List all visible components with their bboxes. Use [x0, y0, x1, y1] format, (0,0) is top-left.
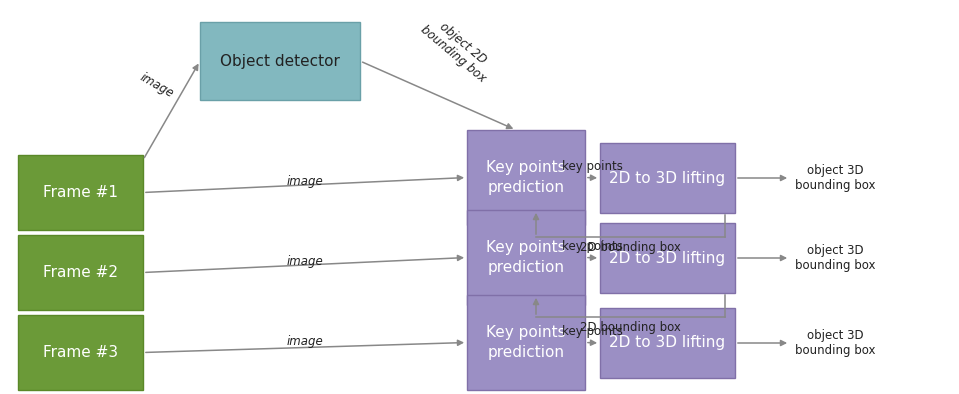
- Text: object 2D
bounding box: object 2D bounding box: [418, 12, 498, 85]
- Text: Frame #3: Frame #3: [43, 345, 118, 360]
- Text: Object detector: Object detector: [220, 54, 339, 69]
- Text: Key points
prediction: Key points prediction: [486, 240, 566, 275]
- Text: 2D to 3D lifting: 2D to 3D lifting: [609, 171, 726, 186]
- Text: image: image: [287, 175, 323, 188]
- FancyBboxPatch shape: [600, 308, 735, 378]
- Text: object 3D
bounding box: object 3D bounding box: [795, 164, 876, 192]
- Text: key points: key points: [562, 240, 623, 253]
- Text: 2D bounding box: 2D bounding box: [580, 321, 681, 334]
- Text: 2D bounding box: 2D bounding box: [580, 241, 681, 254]
- Text: Frame #1: Frame #1: [43, 185, 118, 200]
- FancyBboxPatch shape: [600, 223, 735, 293]
- FancyBboxPatch shape: [18, 235, 143, 310]
- FancyBboxPatch shape: [200, 22, 360, 100]
- Text: image: image: [287, 255, 323, 268]
- Text: image: image: [137, 71, 175, 100]
- Text: image: image: [287, 335, 323, 348]
- Text: Key points
prediction: Key points prediction: [486, 325, 566, 360]
- FancyBboxPatch shape: [600, 143, 735, 213]
- Text: Frame #2: Frame #2: [43, 265, 118, 280]
- Text: 2D to 3D lifting: 2D to 3D lifting: [609, 251, 726, 266]
- Text: key points: key points: [562, 325, 623, 338]
- FancyBboxPatch shape: [467, 210, 585, 305]
- FancyBboxPatch shape: [18, 315, 143, 390]
- FancyBboxPatch shape: [18, 155, 143, 230]
- FancyBboxPatch shape: [467, 130, 585, 225]
- Text: object 3D
bounding box: object 3D bounding box: [795, 329, 876, 357]
- Text: key points: key points: [562, 160, 623, 173]
- Text: 2D to 3D lifting: 2D to 3D lifting: [609, 336, 726, 351]
- Text: Key points
prediction: Key points prediction: [486, 160, 566, 195]
- Text: object 3D
bounding box: object 3D bounding box: [795, 244, 876, 272]
- FancyBboxPatch shape: [467, 295, 585, 390]
